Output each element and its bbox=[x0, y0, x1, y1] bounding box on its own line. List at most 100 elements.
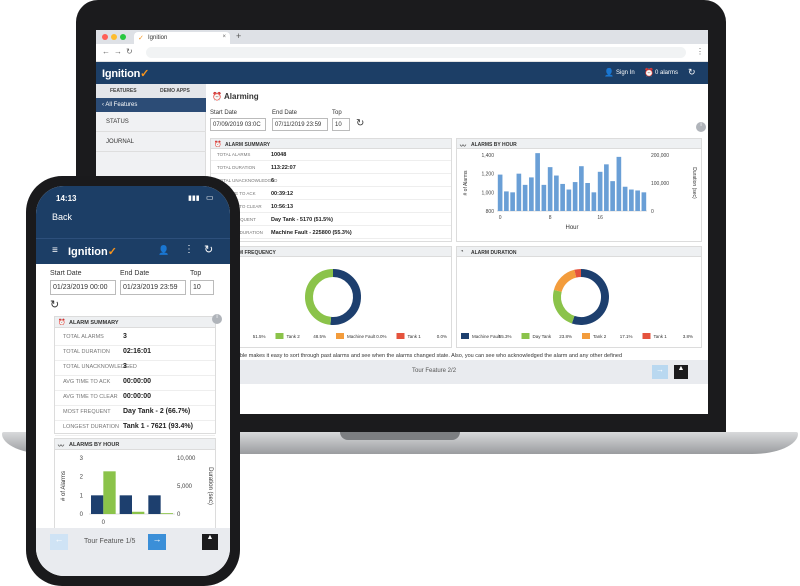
back-arrow-icon[interactable]: ← bbox=[102, 47, 110, 56]
sidebar-item-journal[interactable]: JOURNAL bbox=[96, 132, 206, 152]
bar bbox=[610, 181, 615, 211]
end-date-input[interactable]: 01/23/2019 23:59 bbox=[120, 280, 186, 295]
refresh-icon[interactable]: ↻ bbox=[204, 244, 214, 256]
scroll-top-button[interactable]: ▲ bbox=[202, 534, 218, 550]
tab-features[interactable]: FEATURES bbox=[110, 88, 137, 94]
alarm-summary-panel: ⏰ ALARM SUMMARY TOTAL ALARMS 10048 TOTAL D… bbox=[210, 138, 452, 242]
alarm-count[interactable]: 0 alarms bbox=[655, 70, 679, 76]
tour-next-button[interactable]: → bbox=[652, 365, 668, 379]
refresh-icon[interactable]: ↻ bbox=[50, 299, 60, 311]
phone-time: 14:13 bbox=[56, 194, 77, 203]
bar bbox=[604, 164, 609, 211]
legend-label: Tank 1 bbox=[654, 334, 668, 339]
user-icon[interactable]: 👤 bbox=[604, 68, 614, 77]
scroll-top-button[interactable]: ▲ bbox=[674, 365, 688, 379]
ignition-logo[interactable]: Ignition✓ bbox=[102, 68, 150, 80]
ignition-logo[interactable]: Ignition✓ bbox=[68, 246, 117, 258]
legend-swatch bbox=[275, 333, 284, 339]
y2-tick-label: 0 bbox=[177, 512, 181, 518]
tour-footer: ← Tour Feature 1/5 → ▲ bbox=[36, 528, 230, 576]
forward-arrow-icon[interactable]: → bbox=[114, 47, 122, 56]
summary-key: TOTAL DURATION bbox=[63, 349, 110, 355]
battery-icon: ▭ bbox=[206, 193, 214, 202]
end-date-input[interactable]: 07/11/2019 23:59 bbox=[272, 118, 328, 131]
ignition-favicon-icon: ✓ bbox=[138, 35, 144, 42]
sign-in-link[interactable]: Sign In bbox=[616, 70, 635, 76]
donut-slice bbox=[553, 289, 575, 324]
alarms-by-hour-chart: 800 1,000 1,200 1,400 0 100,000 200,000 0 8 16 Hou… bbox=[463, 153, 697, 231]
bar bbox=[591, 192, 597, 211]
page-title: Alarming bbox=[224, 92, 259, 101]
legend-label: Tank 2 bbox=[287, 334, 301, 339]
close-window-icon[interactable] bbox=[102, 34, 108, 40]
top-input[interactable]: 10 bbox=[332, 118, 350, 131]
bar bbox=[597, 171, 603, 211]
donut-slice bbox=[571, 269, 609, 325]
top-label: Top bbox=[332, 110, 342, 116]
summary-row: TOTAL UNACKNOWLEDGED 3 bbox=[55, 358, 215, 376]
tour-prev-button[interactable]: ← bbox=[50, 534, 68, 550]
summary-key: AVG TIME TO ACK bbox=[63, 379, 111, 385]
summary-key: TOTAL UNACKNOWLEDGED bbox=[217, 178, 278, 183]
kebab-menu-icon[interactable]: ⋮ bbox=[184, 244, 194, 255]
maximize-window-icon[interactable] bbox=[120, 34, 126, 40]
donut-slice bbox=[330, 269, 361, 325]
summary-row: TOTAL ALARMS 10048 bbox=[211, 149, 451, 161]
back-link[interactable]: Back bbox=[52, 212, 73, 222]
sidebar-tabs: FEATURES DEMO APPS bbox=[96, 84, 206, 98]
new-tab-button[interactable]: + bbox=[236, 31, 242, 41]
y-tick-label: 1,000 bbox=[481, 190, 494, 196]
bar bbox=[148, 495, 161, 514]
legend-value: 17.1% bbox=[620, 334, 633, 339]
y-axis-label: # of Alarms bbox=[463, 170, 469, 196]
summary-value: Tank 1 - 7621 (93.4%) bbox=[123, 423, 193, 430]
legend-value: 48.5% bbox=[313, 334, 326, 339]
bar bbox=[616, 156, 622, 211]
tour-next-button[interactable]: → bbox=[148, 534, 166, 550]
info-icon[interactable]: i bbox=[212, 314, 222, 324]
bar bbox=[572, 182, 578, 211]
start-date-input[interactable]: 07/09/2019 03:0C bbox=[210, 118, 266, 131]
top-input[interactable]: 10 bbox=[190, 280, 214, 295]
browser-url-bar: ← → ↻ ⋮ bbox=[96, 44, 708, 62]
legend-swatch bbox=[521, 333, 530, 339]
alarm-clock-icon[interactable]: ⏰ bbox=[644, 68, 654, 77]
user-icon[interactable]: 👤 bbox=[158, 245, 170, 255]
all-features-back[interactable]: ‹ All Features bbox=[96, 98, 206, 112]
bar bbox=[541, 184, 547, 211]
donut-slice bbox=[553, 269, 577, 293]
summary-row: MOST FREQUENT Day Tank - 2 (66.7%) bbox=[55, 403, 215, 421]
bar bbox=[529, 177, 534, 211]
bar bbox=[622, 186, 628, 211]
bar bbox=[579, 166, 584, 211]
menu-kebab-icon[interactable]: ⋮ bbox=[696, 47, 704, 56]
bar bbox=[629, 189, 634, 211]
legend-value: 0.0% bbox=[437, 334, 447, 339]
summary-value: 3 bbox=[123, 333, 127, 340]
minimize-window-icon[interactable] bbox=[111, 34, 117, 40]
panel-header: ⏰ ALARM SUMMARY bbox=[55, 317, 215, 328]
reload-icon[interactable]: ↻ bbox=[126, 47, 133, 56]
legend-label: Machine Fault bbox=[472, 334, 501, 339]
app-header: Ignition✓ 👤 Sign In ⏰ 0 alarms ↻ bbox=[96, 62, 708, 84]
x-axis-label: Hour bbox=[565, 225, 578, 231]
y-tick-label: 2 bbox=[80, 475, 84, 481]
browser-tab[interactable]: ✓ Ignition × bbox=[134, 32, 230, 44]
info-icon[interactable]: i bbox=[696, 122, 706, 132]
refresh-icon[interactable]: ↻ bbox=[688, 67, 696, 77]
refresh-icon[interactable]: ↻ bbox=[356, 118, 365, 129]
hamburger-menu-icon[interactable]: ≡ bbox=[52, 245, 58, 256]
address-field[interactable] bbox=[146, 47, 686, 58]
legend-swatch bbox=[461, 333, 469, 339]
legend-value: 55.3% bbox=[499, 334, 512, 339]
bar bbox=[585, 183, 590, 211]
summary-row: TOTAL DURATION 113:22:07 bbox=[211, 162, 451, 174]
tab-demo-apps[interactable]: DEMO APPS bbox=[160, 88, 190, 94]
sidebar-item-status[interactable]: STATUS bbox=[96, 112, 206, 132]
start-date-input[interactable]: 01/23/2019 00:00 bbox=[50, 280, 116, 295]
close-tab-icon[interactable]: × bbox=[222, 34, 226, 40]
x-tick-label: 0 bbox=[499, 215, 502, 221]
summary-key: LONGEST DURATION bbox=[63, 424, 120, 430]
tab-title: Ignition bbox=[148, 35, 168, 41]
